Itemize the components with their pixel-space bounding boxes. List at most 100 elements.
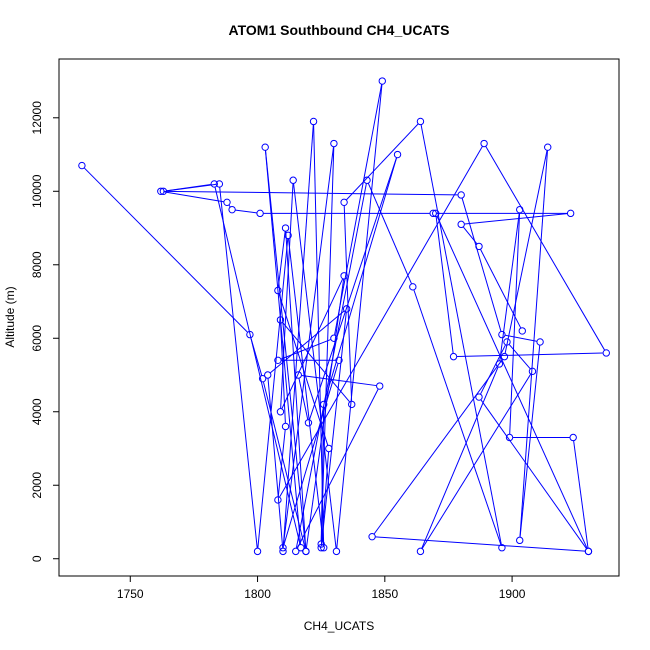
data-point-10 — [279, 547, 287, 556]
data-point-60 — [584, 547, 593, 556]
y-tick-label-0: 0 — [30, 555, 44, 562]
data-point-29 — [279, 544, 287, 552]
y-tick-label-6: 12000 — [30, 101, 44, 135]
x-tick-label-3: 1900 — [499, 587, 526, 601]
data-point-74 — [457, 220, 465, 229]
data-point-0 — [78, 161, 86, 170]
data-point-12 — [320, 544, 328, 552]
series-segment-43 — [282, 322, 350, 403]
data-point-48 — [602, 349, 610, 357]
series-segment-37 — [295, 183, 367, 549]
data-point-25 — [378, 77, 386, 85]
data-point-62 — [500, 352, 509, 361]
series-segment-67 — [164, 190, 458, 196]
data-point-66 — [498, 330, 506, 339]
series-segment-31 — [320, 407, 325, 541]
series-segment-59 — [573, 440, 589, 548]
series-segment-45 — [277, 429, 286, 497]
data-point-1 — [246, 330, 254, 339]
series-segment-41 — [346, 123, 419, 201]
series-segment-19 — [265, 150, 307, 548]
series-segment-3 — [285, 231, 307, 548]
series-segment-62 — [504, 150, 548, 354]
data-point-42 — [340, 198, 348, 207]
data-point-5 — [274, 286, 282, 295]
series-segment-49 — [435, 216, 454, 354]
series-segment-44 — [280, 323, 286, 423]
series-segment-46 — [279, 146, 483, 498]
series-segment-6 — [320, 451, 330, 545]
series-segment-66 — [461, 198, 502, 332]
plot-frame — [58, 58, 620, 577]
data-point-33 — [393, 150, 402, 159]
series-segment-54 — [421, 374, 532, 549]
data-point-41 — [416, 117, 425, 126]
series-segment-18 — [264, 150, 302, 545]
series-segment-48 — [457, 352, 603, 358]
series-segment-40 — [420, 124, 502, 545]
data-point-2 — [258, 374, 267, 383]
data-point-31 — [317, 540, 325, 548]
data-point-76 — [518, 327, 526, 335]
y-tick-label-1: 2000 — [30, 472, 44, 499]
series-segment-60 — [375, 536, 585, 552]
series-segment-9 — [267, 378, 284, 548]
data-point-47 — [480, 139, 488, 148]
data-point-19 — [261, 143, 269, 151]
y-tick-label-3: 6000 — [30, 325, 44, 352]
series-segment-64 — [519, 345, 541, 537]
series-segment-13 — [257, 238, 289, 548]
series-segment-14 — [219, 187, 258, 548]
series-segment-42 — [343, 205, 353, 401]
data-point-23 — [289, 176, 297, 184]
series-segment-47 — [485, 146, 605, 351]
x-axis: 1750 1800 1850 1900 — [117, 576, 526, 601]
data-point-8 — [342, 305, 351, 313]
series-segment-28 — [283, 363, 339, 545]
series-segment-63 — [519, 150, 548, 537]
series-segment-56 — [499, 213, 520, 361]
series-segment-7 — [321, 312, 347, 545]
data-point-52 — [475, 393, 483, 401]
data-point-55 — [416, 547, 425, 556]
series-segment-61 — [373, 359, 503, 535]
series-points — [78, 77, 610, 556]
data-point-54 — [528, 367, 537, 376]
data-point-75 — [475, 242, 483, 251]
data-point-9 — [264, 371, 272, 379]
series-segment-4 — [277, 231, 286, 288]
data-point-67 — [457, 191, 465, 199]
data-point-20 — [302, 547, 310, 556]
data-point-18 — [297, 544, 305, 552]
data-point-59 — [569, 433, 577, 442]
series-segment-75 — [480, 249, 522, 329]
data-point-68 — [157, 187, 165, 195]
data-point-7 — [317, 544, 325, 552]
series-segment-38 — [367, 183, 412, 284]
data-point-49 — [449, 352, 458, 361]
data-point-58 — [505, 433, 514, 442]
series-segment-73 — [464, 213, 568, 225]
series-segment-25 — [334, 84, 383, 335]
data-point-37 — [292, 547, 300, 556]
data-point-43 — [348, 400, 356, 409]
data-point-63 — [544, 143, 552, 151]
series-segment-23 — [293, 183, 337, 548]
data-point-32 — [320, 400, 328, 409]
series-segment-24 — [336, 84, 383, 548]
data-point-46 — [274, 496, 282, 504]
data-point-27 — [274, 356, 282, 365]
data-point-13 — [284, 231, 292, 240]
data-point-40 — [498, 544, 506, 552]
series-segment-39 — [413, 289, 502, 545]
data-point-24 — [332, 547, 341, 556]
series-lines — [84, 84, 605, 552]
data-point-36 — [376, 382, 384, 390]
y-tick-label-2: 4000 — [30, 398, 44, 425]
data-point-11 — [309, 117, 318, 126]
series-segment-35 — [301, 374, 377, 387]
data-point-61 — [368, 532, 376, 541]
data-point-73 — [566, 209, 575, 218]
data-point-38 — [363, 176, 371, 184]
x-tick-label-0: 1750 — [117, 587, 144, 601]
